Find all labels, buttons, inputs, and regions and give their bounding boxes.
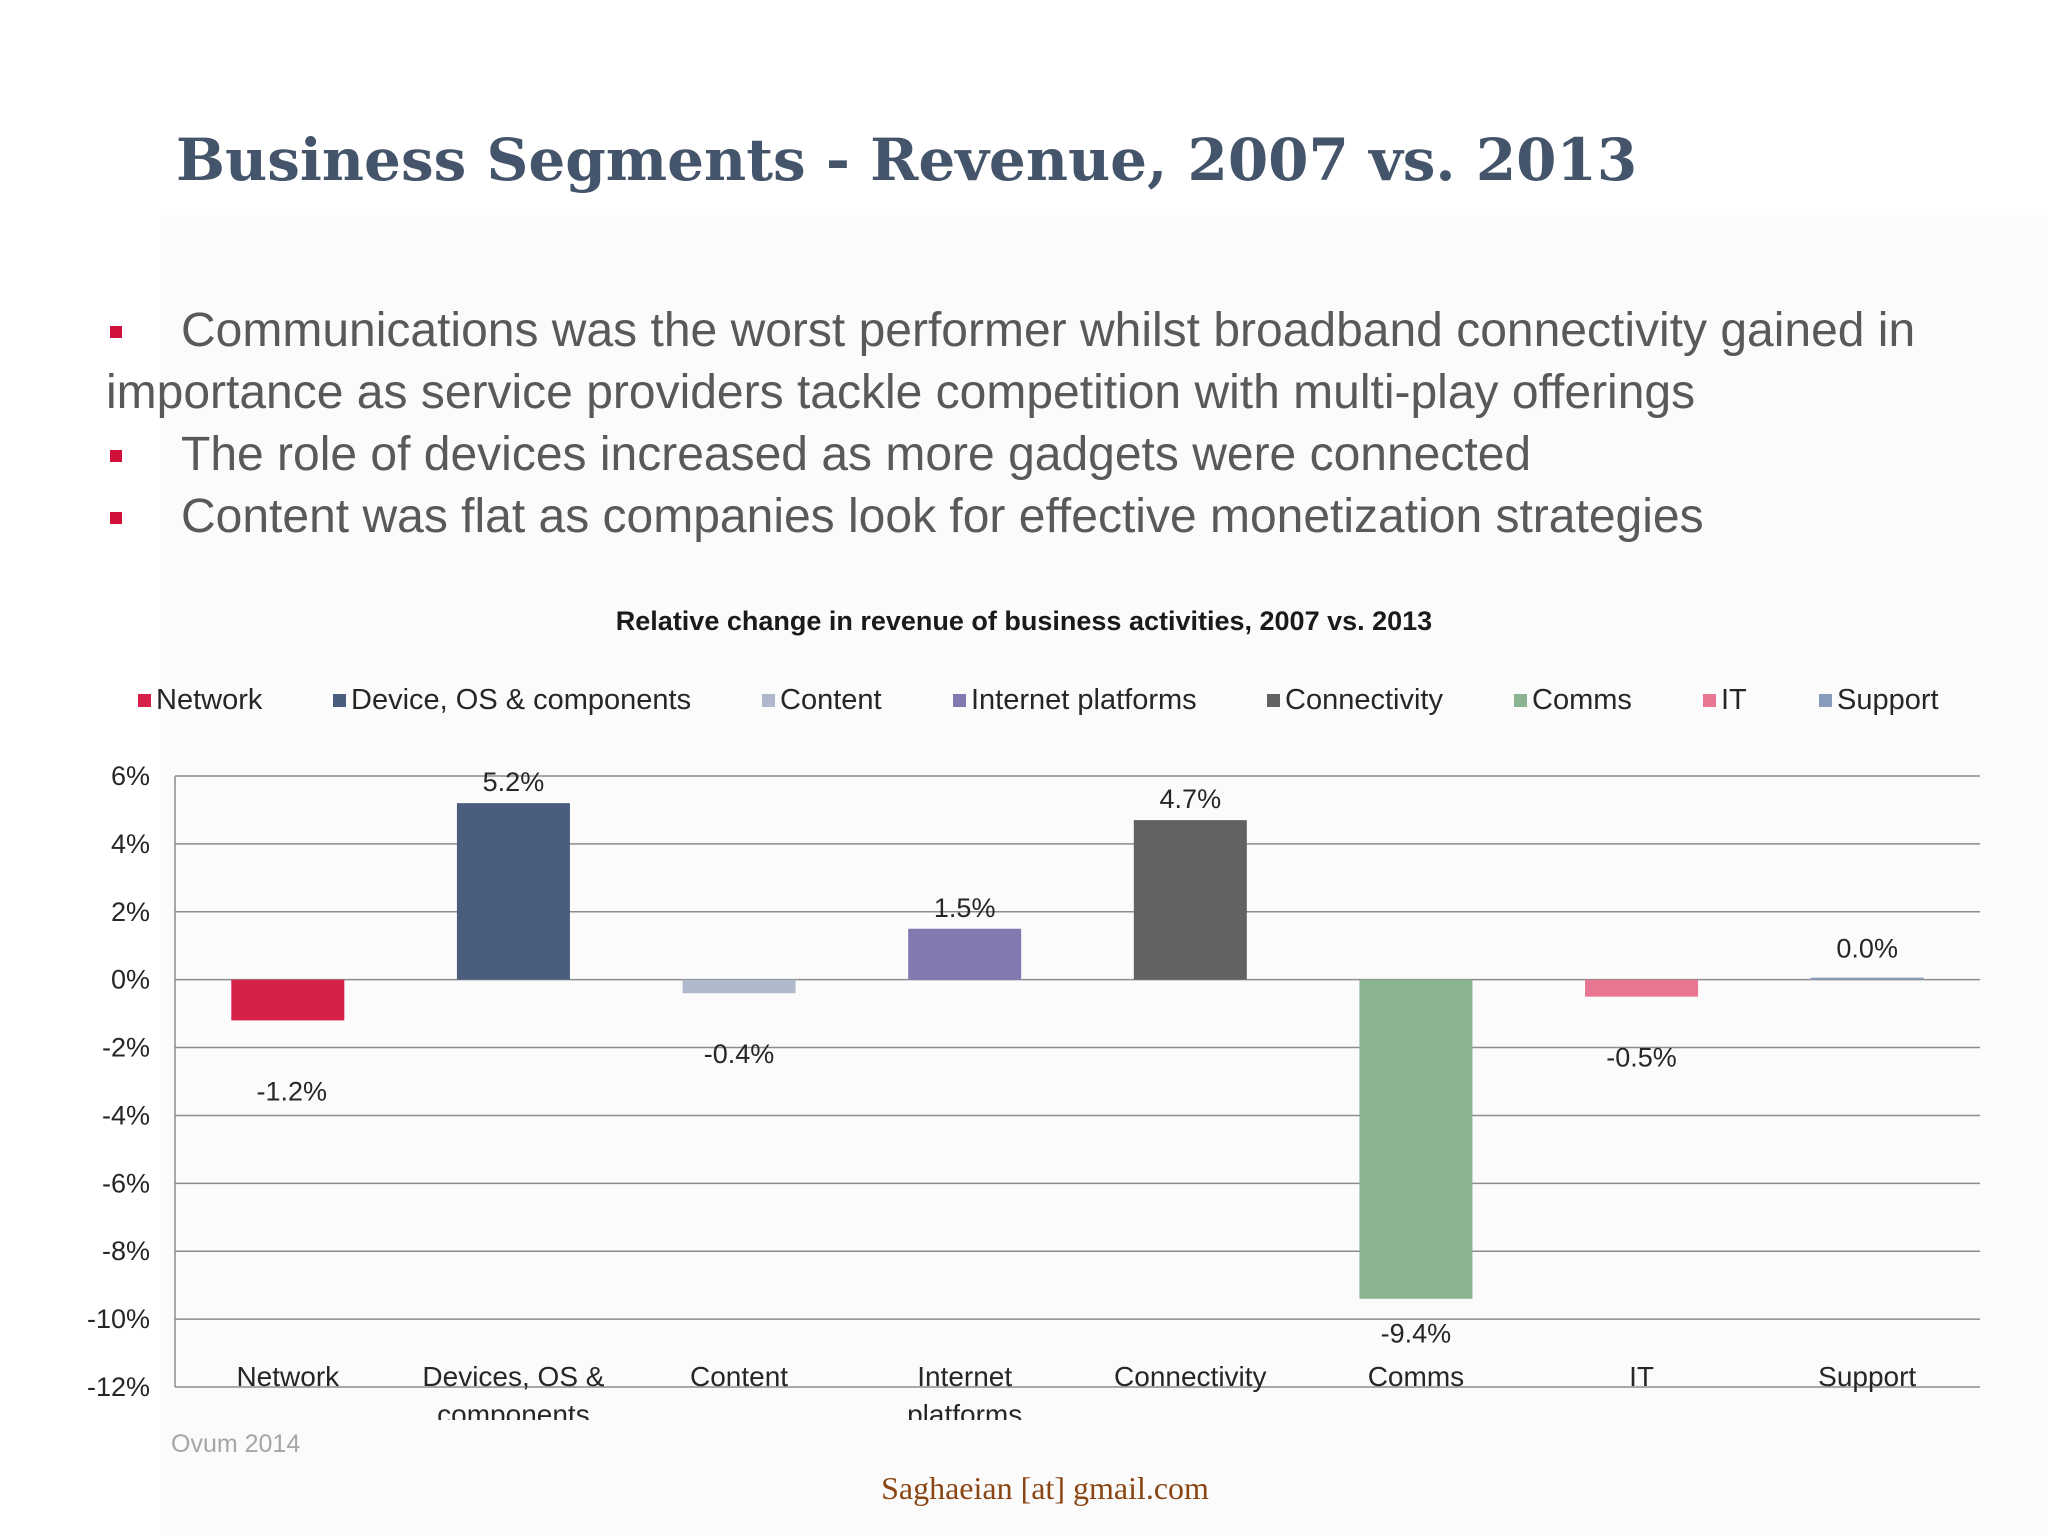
bullet-text: Content was flat as companies look for e… <box>181 490 1704 543</box>
bullet-list: Communications was the worst performer w… <box>106 300 2026 548</box>
y-tick-label: -2% <box>102 1033 150 1063</box>
legend-item: Connectivity <box>1267 684 1443 717</box>
y-tick-label: 0% <box>111 965 150 995</box>
y-tick-label: 2% <box>111 897 150 927</box>
bullet-square-icon <box>110 512 122 524</box>
value-label: 1.5% <box>934 893 996 923</box>
bar-internet-platforms <box>908 928 1022 980</box>
legend-label: Device, OS & components <box>351 684 692 716</box>
legend-item: Content <box>762 684 882 717</box>
legend-swatch <box>138 694 151 707</box>
value-label: -9.4% <box>1381 1319 1452 1349</box>
legend-label: Connectivity <box>1285 684 1443 716</box>
legend-swatch <box>953 694 966 707</box>
x-category-label: Support <box>1818 1361 1916 1392</box>
bullet-item: The role of devices increased as more ga… <box>106 424 2026 486</box>
bar-connectivity <box>1133 820 1247 980</box>
bullet-text: The role of devices increased as more ga… <box>181 428 1532 481</box>
legend-swatch <box>1819 694 1832 707</box>
y-tick-label: -8% <box>102 1236 150 1266</box>
legend-swatch <box>1514 694 1527 707</box>
x-category-label: IT <box>1629 1361 1654 1392</box>
y-tick-label: -12% <box>87 1372 150 1402</box>
chart-legend: Network Device, OS & components Content Int… <box>0 684 2048 718</box>
bar-devices-os-components <box>456 803 570 980</box>
legend-label: IT <box>1721 684 1747 716</box>
value-label: 4.7% <box>1160 784 1222 814</box>
legend-swatch <box>762 694 775 707</box>
bullet-square-icon <box>110 450 122 462</box>
y-tick-label: -4% <box>102 1100 150 1130</box>
bullet-item: Content was flat as companies look for e… <box>106 486 2026 548</box>
legend-label: Content <box>780 684 882 716</box>
value-label: -0.5% <box>1606 1043 1677 1073</box>
bar-chart: 6% 4% 2% 0% -2% -4% -6% -8% -10% -12% -1.2% Network… <box>87 761 1980 1420</box>
legend-label: Support <box>1837 684 1939 716</box>
bullet-square-icon <box>110 326 122 338</box>
slide-title: Business Segments - Revenue, 2007 vs. 20… <box>176 126 1638 194</box>
x-category-label: Network <box>236 1361 340 1392</box>
y-tick-label: -10% <box>87 1304 150 1334</box>
y-tick-label: 4% <box>111 829 150 859</box>
source-note: Ovum 2014 <box>171 1430 301 1458</box>
x-category-label: Internet <box>917 1361 1012 1392</box>
legend-swatch <box>1267 694 1280 707</box>
value-label: 0.0% <box>1836 934 1898 964</box>
legend-swatch <box>333 694 346 707</box>
y-tick-label: 6% <box>111 761 150 791</box>
value-label: -0.4% <box>704 1039 775 1069</box>
bar-network <box>231 979 345 1021</box>
legend-item: Comms <box>1514 684 1632 717</box>
legend-label: Network <box>156 684 263 716</box>
x-category-label: Comms <box>1368 1361 1464 1392</box>
legend-item: Device, OS & components <box>333 684 691 717</box>
legend-item: Internet platforms <box>953 684 1197 717</box>
x-category-label: Content <box>690 1361 788 1392</box>
footer-email: Saghaeian [at] gmail.com <box>881 1470 1209 1506</box>
x-category-label: components <box>437 1399 590 1420</box>
bar-comms <box>1359 979 1473 1299</box>
legend-label: Internet platforms <box>971 684 1197 716</box>
x-category-label: platforms <box>907 1399 1022 1420</box>
bar-it <box>1585 979 1699 997</box>
chart-title: Relative change in revenue of business a… <box>615 606 1433 636</box>
bullet-text: Communications was the worst performer w… <box>106 304 1916 419</box>
bar-content <box>682 979 796 994</box>
legend-item: Support <box>1819 684 1939 717</box>
bar-support <box>1810 977 1924 980</box>
x-category-label: Connectivity <box>1114 1361 1267 1392</box>
legend-swatch <box>1703 694 1716 707</box>
value-label: 5.2% <box>483 767 545 797</box>
bullet-item: Communications was the worst performer w… <box>106 300 2026 424</box>
y-tick-label: -6% <box>102 1168 150 1198</box>
legend-item: IT <box>1703 684 1747 717</box>
x-category-label: Devices, OS & <box>422 1361 604 1392</box>
value-label: -1.2% <box>257 1076 328 1106</box>
legend-label: Comms <box>1532 684 1632 716</box>
legend-item: Network <box>138 684 262 717</box>
